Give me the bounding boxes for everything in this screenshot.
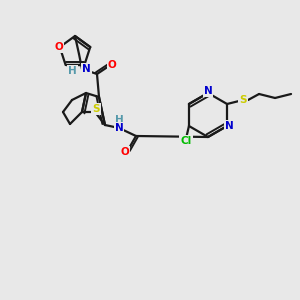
Text: N: N <box>204 86 212 96</box>
Text: Cl: Cl <box>180 136 192 146</box>
Text: N: N <box>82 64 91 74</box>
Text: S: S <box>92 104 100 114</box>
Text: N: N <box>115 123 123 133</box>
Text: N: N <box>225 121 233 131</box>
Text: O: O <box>108 60 116 70</box>
Text: O: O <box>54 42 63 52</box>
Text: H: H <box>68 66 77 76</box>
Text: O: O <box>121 147 129 157</box>
Text: S: S <box>239 95 247 105</box>
Text: H: H <box>115 115 123 125</box>
